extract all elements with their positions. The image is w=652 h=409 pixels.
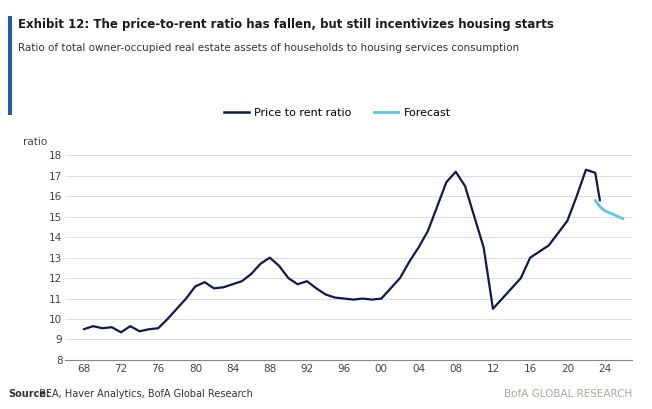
Text: BEA, Haver Analytics, BofA Global Research: BEA, Haver Analytics, BofA Global Resear…: [36, 389, 253, 399]
Text: BofA GLOBAL RESEARCH: BofA GLOBAL RESEARCH: [504, 389, 632, 399]
Text: Ratio of total owner-occupied real estate assets of households to housing servic: Ratio of total owner-occupied real estat…: [18, 43, 520, 53]
Legend: Price to rent ratio, Forecast: Price to rent ratio, Forecast: [220, 104, 455, 123]
Text: Source:: Source:: [8, 389, 50, 399]
Text: ratio: ratio: [23, 137, 47, 147]
Text: Exhibit 12: The price-to-rent ratio has fallen, but still incentivizes housing s: Exhibit 12: The price-to-rent ratio has …: [18, 18, 554, 31]
